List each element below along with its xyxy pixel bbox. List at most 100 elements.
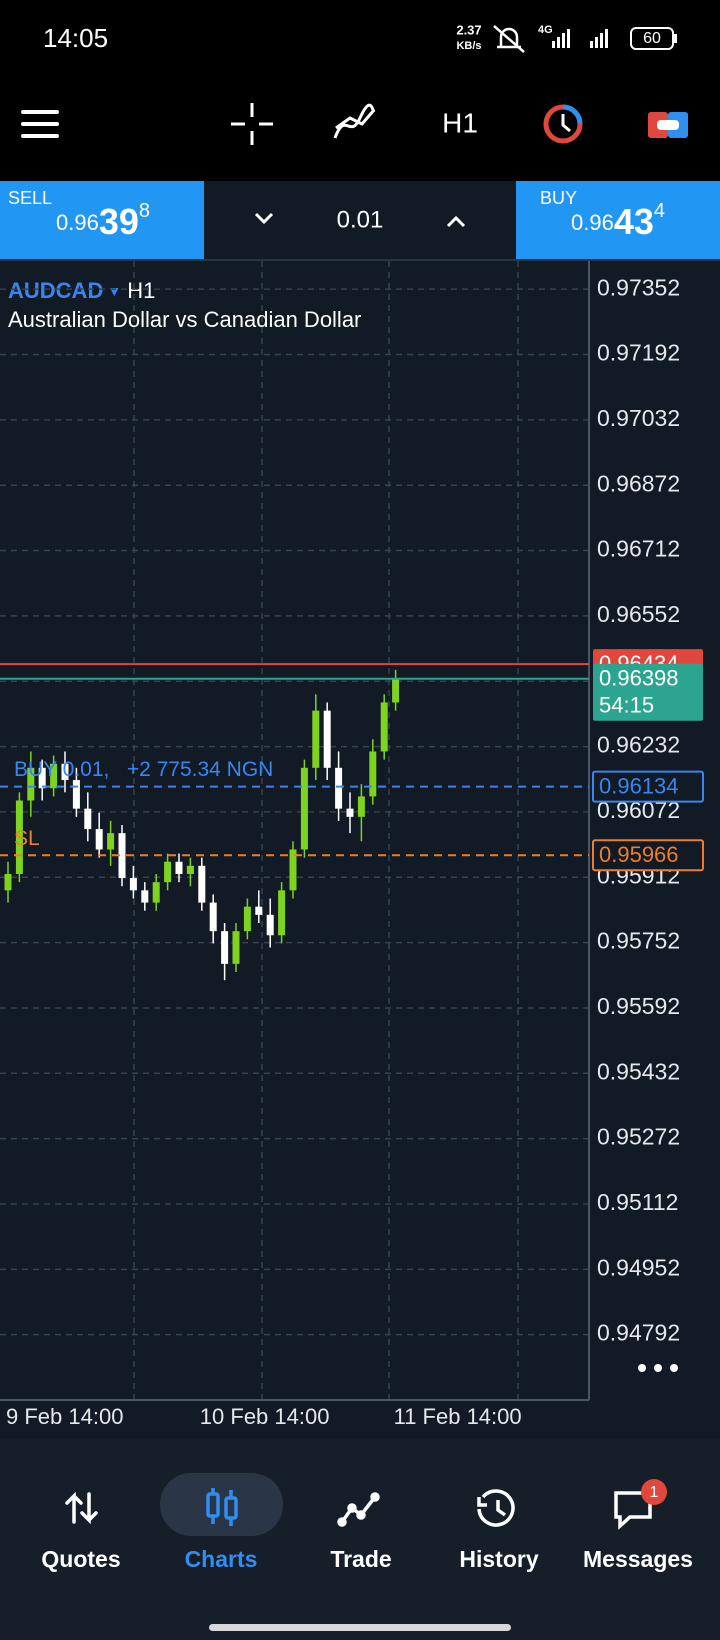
price-prefix: 0.96 xyxy=(56,210,99,235)
y-tick-label: 0.95432 xyxy=(597,1058,680,1084)
y-tick-label: 0.95592 xyxy=(597,993,680,1019)
history-icon xyxy=(477,1489,515,1527)
candle-body xyxy=(72,780,80,809)
nav-tab[interactable]: Messages xyxy=(583,1546,693,1572)
x-tick-label: 10 Feb 14:00 xyxy=(200,1404,330,1429)
candle-body xyxy=(312,710,320,768)
candle-body xyxy=(4,873,12,891)
candle-body xyxy=(232,931,240,964)
candle-body xyxy=(323,710,331,768)
y-tick-label: 0.94792 xyxy=(597,1320,680,1346)
candle-body xyxy=(209,902,217,932)
home-indicator xyxy=(209,1624,511,1631)
nav-tab[interactable]: Quotes xyxy=(41,1546,120,1572)
nav-tab[interactable]: History xyxy=(459,1546,538,1572)
network-type: 4G xyxy=(538,24,553,36)
y-tick-label: 0.97032 xyxy=(597,405,680,431)
candle-body xyxy=(255,906,263,915)
price-line-label: BUY 0.01, +2 775.34 NGN xyxy=(14,758,273,781)
price-fraction: 8 xyxy=(139,200,150,222)
objects-button[interactable] xyxy=(543,104,583,144)
battery-level: 60 xyxy=(643,30,661,47)
indicators-button[interactable] xyxy=(333,103,376,139)
y-tick-label: 0.94952 xyxy=(597,1254,680,1280)
buy-label: BUY xyxy=(540,188,577,208)
candle-body xyxy=(198,865,206,903)
volume-up[interactable] xyxy=(446,215,466,228)
price-tag-value: 0.95966 xyxy=(599,842,679,867)
battery-tip xyxy=(674,34,677,43)
trade-bar-border xyxy=(0,259,720,261)
price-pips: 39 xyxy=(99,201,139,242)
y-tick-label: 0.96872 xyxy=(597,470,680,496)
candle-body xyxy=(300,767,308,850)
candle-body xyxy=(38,767,46,789)
candle-body xyxy=(27,767,35,801)
chart-header: AUDCAD ▼ H1 xyxy=(8,278,155,303)
symbol[interactable]: AUDCAD xyxy=(8,278,103,303)
candle-body xyxy=(15,800,23,874)
one-click-button[interactable] xyxy=(648,112,688,138)
nav-tab[interactable]: Charts xyxy=(185,1546,258,1572)
candle-body xyxy=(118,833,126,879)
clock: 14:05 xyxy=(43,23,108,53)
nav-tab[interactable]: Trade xyxy=(330,1546,391,1572)
volume-value[interactable]: 0.01 xyxy=(337,206,384,233)
quotes-icon xyxy=(65,1491,98,1525)
sell-price: 0.96398 xyxy=(56,200,150,241)
candle-body xyxy=(95,829,103,850)
sell-button[interactable] xyxy=(0,181,204,259)
candle-body xyxy=(175,861,183,874)
nav-bg xyxy=(0,1439,720,1640)
price-fraction: 4 xyxy=(654,200,665,222)
trade-icon xyxy=(337,1492,380,1527)
price-tag-value: 0.96134 xyxy=(599,773,679,798)
candle-body xyxy=(50,763,58,789)
candle-body xyxy=(357,796,365,817)
badge xyxy=(641,1479,667,1505)
candle-body xyxy=(164,861,172,883)
symbol-dropdown[interactable]: ▼ xyxy=(107,283,121,299)
sell-label: SELL xyxy=(8,188,52,208)
chart-timeframe: H1 xyxy=(127,278,155,303)
candle-body xyxy=(221,931,229,964)
active-tab-pill xyxy=(160,1473,283,1536)
y-tick-label: 0.96552 xyxy=(597,601,680,627)
candle-body xyxy=(266,914,274,936)
charts-icon xyxy=(206,1488,238,1526)
buy-button[interactable] xyxy=(516,181,720,259)
y-tick-label: 0.96232 xyxy=(597,732,680,758)
candle-body xyxy=(129,878,137,891)
candle-body xyxy=(152,882,160,903)
candle-body xyxy=(141,890,149,903)
candle-body xyxy=(392,677,400,703)
candle-body xyxy=(289,849,297,891)
candle-body xyxy=(346,808,354,817)
more-button[interactable] xyxy=(638,1364,678,1372)
price-pips: 43 xyxy=(614,201,654,242)
battery xyxy=(630,27,674,50)
price-tag xyxy=(592,770,704,803)
y-tick-label: 0.95272 xyxy=(597,1124,680,1150)
timeframe-button[interactable]: H1 xyxy=(442,107,478,138)
candle-body xyxy=(61,763,69,781)
menu-button[interactable] xyxy=(21,110,59,138)
x-tick-label: 11 Feb 14:00 xyxy=(394,1404,522,1429)
candle-body xyxy=(107,833,115,850)
price-tag xyxy=(593,663,703,721)
price-tag xyxy=(592,839,704,872)
chart-plot: 0.97352 0.97192 0.97032 0.96872 0.96712 0.965… xyxy=(0,261,704,1429)
candle-body xyxy=(243,906,251,932)
candle-body xyxy=(84,808,92,830)
mute-icon xyxy=(493,25,525,53)
candle-body xyxy=(380,702,388,752)
net-unit: KB/s xyxy=(456,40,481,52)
candle-body xyxy=(186,865,194,874)
x-tick-label: 9 Feb 14:00 xyxy=(6,1404,123,1429)
top-bg xyxy=(0,0,720,181)
volume-down[interactable] xyxy=(254,212,274,225)
crosshair-button[interactable] xyxy=(231,103,273,145)
candle-body xyxy=(335,767,343,809)
